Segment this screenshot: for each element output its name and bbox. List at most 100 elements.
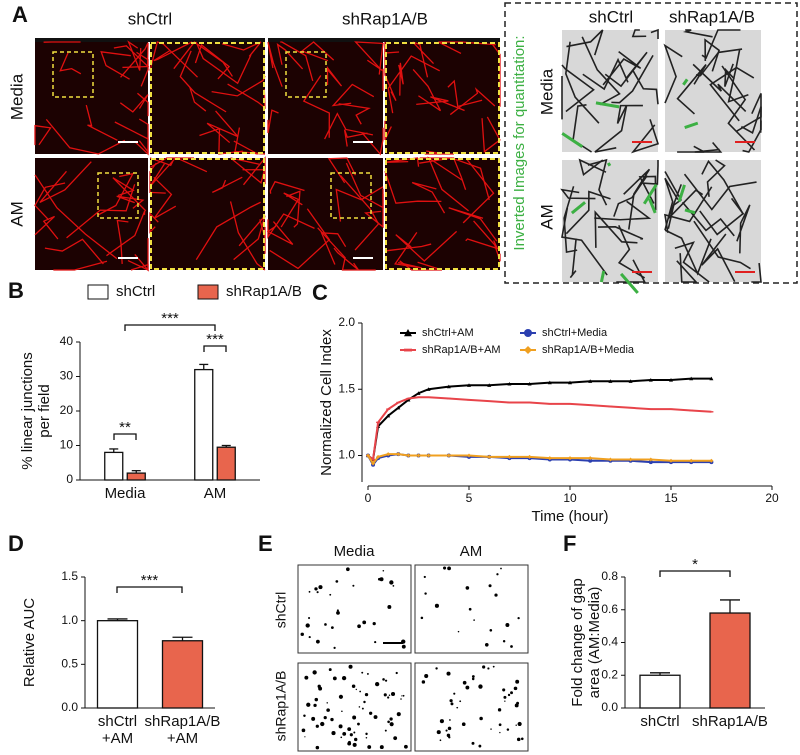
marker xyxy=(416,396,421,398)
cell-border xyxy=(631,29,647,38)
significance-bracket xyxy=(116,586,183,593)
zoom-box xyxy=(285,51,327,98)
cell-border xyxy=(561,64,595,113)
gap xyxy=(308,635,311,639)
panel-label: C xyxy=(312,280,328,305)
cell-border xyxy=(561,207,608,276)
cell-border xyxy=(302,75,330,138)
marker xyxy=(426,453,431,458)
cell-border xyxy=(693,220,751,270)
gap xyxy=(459,700,462,703)
gap xyxy=(471,675,475,678)
cell-border xyxy=(695,48,743,77)
junction-mark xyxy=(642,183,658,205)
y-axis-label: Relative AUC xyxy=(21,598,38,687)
gap xyxy=(358,706,361,708)
cell-border xyxy=(449,87,496,116)
gap xyxy=(492,665,495,668)
gap xyxy=(461,722,466,727)
gap xyxy=(316,591,319,594)
gap xyxy=(315,745,320,750)
marker xyxy=(588,379,593,383)
cell-border xyxy=(320,232,347,265)
cell-border xyxy=(594,200,652,221)
gap xyxy=(502,640,506,643)
gap xyxy=(361,671,364,674)
gap xyxy=(510,645,513,648)
cell-border xyxy=(560,188,596,200)
marker xyxy=(648,408,653,410)
micrograph xyxy=(268,158,383,270)
cell-border xyxy=(427,156,469,212)
gap xyxy=(352,584,355,587)
cell-border xyxy=(120,42,149,78)
gap xyxy=(401,695,403,697)
cell-border xyxy=(137,92,149,117)
cell-border xyxy=(617,224,646,279)
marker xyxy=(396,452,401,457)
gap xyxy=(484,642,489,647)
bar xyxy=(709,612,751,709)
gap xyxy=(338,694,344,699)
marker xyxy=(487,400,492,402)
x-tick-label: AM xyxy=(204,485,227,502)
marker xyxy=(507,381,512,386)
gap xyxy=(517,721,522,727)
cell-border xyxy=(286,190,301,228)
x-tick-label: 15 xyxy=(664,491,678,505)
cell-border xyxy=(300,41,335,62)
marker xyxy=(386,413,391,418)
marker xyxy=(376,454,381,459)
gap xyxy=(351,684,356,688)
cell-border xyxy=(465,238,499,250)
gap xyxy=(389,722,394,727)
gap xyxy=(393,736,398,741)
bar xyxy=(104,451,124,481)
cell-border xyxy=(578,158,607,176)
panel-label: F xyxy=(563,531,576,556)
junction-mark xyxy=(647,197,657,214)
marker xyxy=(547,456,552,461)
cell-border xyxy=(100,51,131,80)
gap xyxy=(366,672,369,675)
gap xyxy=(404,744,408,749)
gap xyxy=(354,737,358,742)
marker xyxy=(709,376,714,381)
zoom-frame xyxy=(385,158,500,270)
cell-border xyxy=(682,29,713,38)
gap xyxy=(323,715,327,720)
cell-border xyxy=(153,41,193,62)
cell-border xyxy=(340,175,380,251)
gap xyxy=(375,681,380,687)
gap xyxy=(446,671,451,676)
gap xyxy=(514,703,519,708)
gap xyxy=(447,566,451,571)
junction-mark xyxy=(677,184,686,202)
cell-border xyxy=(335,186,384,222)
x-tick-label: shRap1A/B xyxy=(145,713,221,730)
gap xyxy=(387,696,390,699)
marker xyxy=(416,453,421,458)
gap xyxy=(478,684,483,689)
cell-border xyxy=(179,50,227,113)
marker xyxy=(487,454,492,459)
marker xyxy=(608,379,613,383)
gap xyxy=(387,720,390,724)
cell-border xyxy=(630,119,660,154)
marker xyxy=(396,401,401,404)
inverted-title: Inverted Images for quantitation: xyxy=(511,35,528,250)
cell-border xyxy=(643,160,659,185)
cell-border xyxy=(569,238,577,279)
marker xyxy=(628,407,633,409)
gap xyxy=(315,724,319,728)
marker xyxy=(446,397,451,400)
cell-border xyxy=(582,57,629,91)
gap xyxy=(449,719,451,721)
marker xyxy=(588,404,593,406)
group-header: shCtrl xyxy=(128,9,172,28)
gap xyxy=(500,567,502,570)
group-header: shRap1A/B xyxy=(669,7,755,26)
marker xyxy=(406,397,411,400)
gap xyxy=(392,585,395,587)
panel-label: D xyxy=(8,531,24,556)
